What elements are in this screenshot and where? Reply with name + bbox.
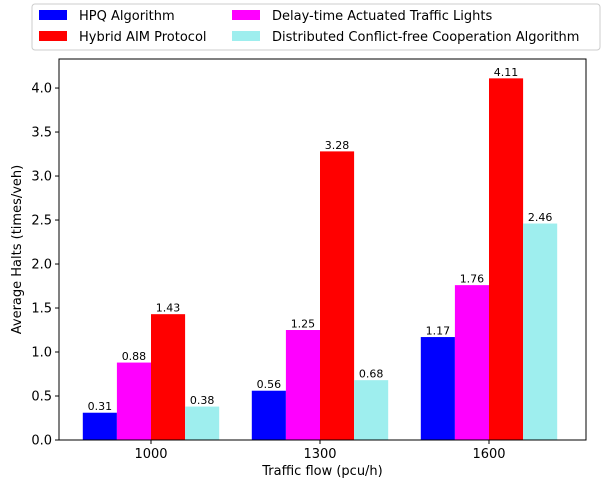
value-label: 0.88 — [122, 350, 147, 363]
legend-box — [31, 3, 601, 51]
y-tick-label: 4.0 — [31, 82, 52, 97]
y-tick-label: 1.0 — [31, 346, 52, 361]
value-label: 1.25 — [291, 318, 316, 331]
legend: HPQ Algorithm Hybrid AIM Protocol Delay-ti… — [31, 3, 601, 51]
y-axis: 0.0 0.5 1.0 1.5 2.0 2.5 3.0 3.5 4.0 — [31, 82, 59, 449]
value-label: 0.56 — [257, 378, 282, 391]
x-tick-label: 1000 — [134, 447, 167, 462]
bar-1-1600 — [420, 337, 455, 440]
bar-4-1600 — [523, 223, 558, 440]
legend-swatch — [39, 10, 67, 20]
value-labels-group: 0.31 0.56 1.17 0.88 1.25 1.76 1.43 3.28 4.11 0.38… — [88, 66, 553, 413]
value-label: 2.46 — [528, 211, 553, 224]
bar-2-1600 — [454, 285, 489, 440]
bar-2-1000 — [116, 362, 151, 440]
bar-4-1000 — [185, 406, 220, 440]
x-axis: 1000 1300 1600 — [134, 440, 506, 462]
value-label: 0.31 — [88, 400, 113, 413]
bar-4-1300 — [354, 380, 389, 440]
y-tick-label: 2.5 — [31, 214, 52, 229]
legend-swatch — [232, 31, 260, 41]
y-tick-label: 3.5 — [31, 126, 52, 141]
legend-label: Delay-time Actuated Traffic Lights — [272, 9, 492, 24]
legend-swatch — [232, 10, 260, 20]
value-label: 0.68 — [359, 368, 384, 381]
value-label: 1.76 — [460, 273, 485, 286]
bar-3-1000 — [151, 314, 186, 440]
value-label: 1.43 — [156, 302, 181, 315]
value-label: 1.17 — [426, 325, 451, 338]
value-label: 4.11 — [494, 66, 519, 79]
y-tick-label: 0.5 — [31, 390, 52, 405]
value-label: 0.38 — [190, 394, 215, 407]
y-tick-label: 3.0 — [31, 170, 52, 185]
x-tick-label: 1600 — [472, 447, 505, 462]
y-axis-label: Average Halts (times/veh) — [10, 165, 25, 334]
bar-1-1000 — [82, 412, 117, 440]
x-axis-label: Traffic flow (pcu/h) — [261, 464, 383, 478]
legend-label: Distributed Conflict-free Cooperation Al… — [272, 30, 579, 45]
bars-group — [82, 78, 558, 440]
plot-frame — [58, 58, 587, 441]
legend-label: HPQ Algorithm — [79, 9, 175, 24]
bar-3-1600 — [489, 78, 524, 440]
legend-swatch — [39, 31, 67, 41]
x-tick-label: 1300 — [303, 447, 336, 462]
y-tick-label: 0.0 — [31, 434, 52, 449]
y-tick-label: 2.0 — [31, 258, 52, 273]
value-label: 3.28 — [325, 139, 350, 152]
bar-1-1300 — [251, 390, 286, 440]
legend-label: Hybrid AIM Protocol — [79, 30, 207, 45]
bar-3-1300 — [320, 151, 355, 440]
bar-2-1300 — [285, 330, 320, 440]
y-tick-label: 1.5 — [31, 302, 52, 317]
